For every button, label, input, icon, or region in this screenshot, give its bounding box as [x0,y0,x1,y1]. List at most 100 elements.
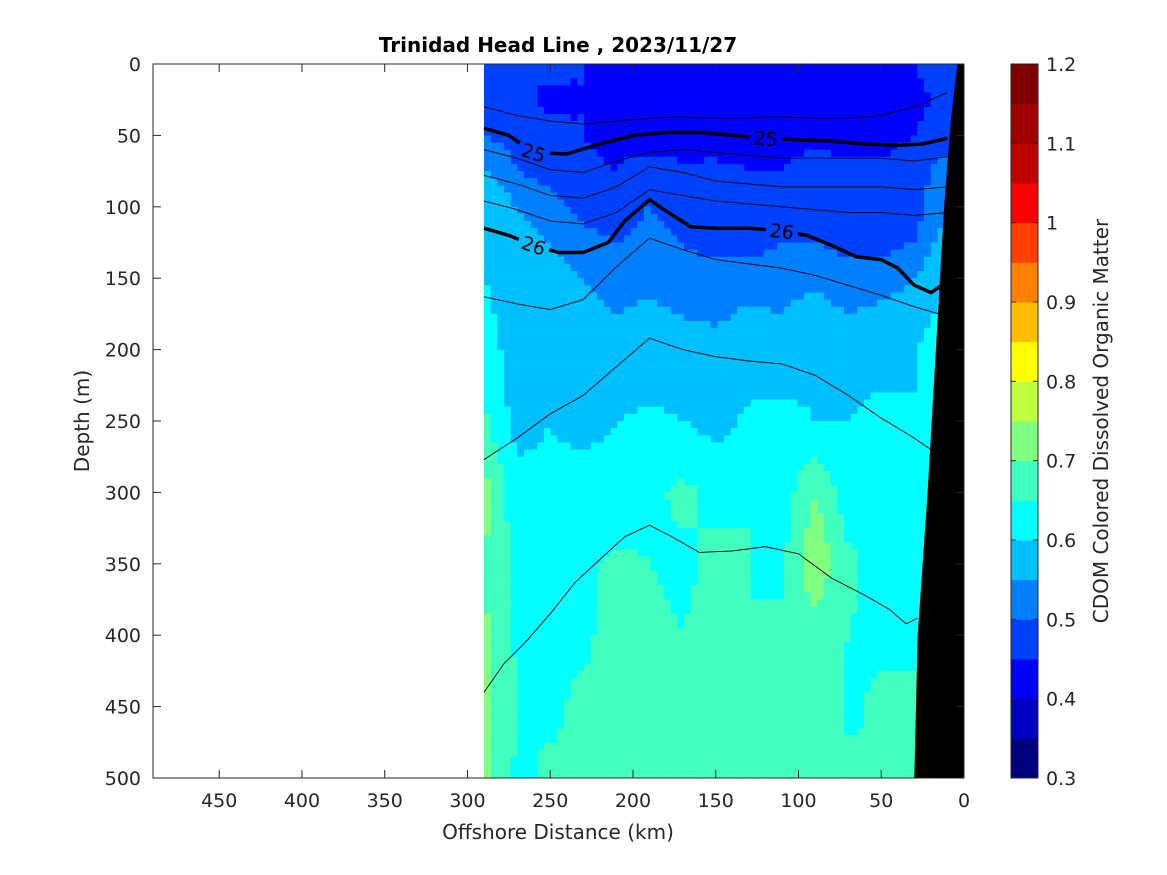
field-cell [764,271,772,279]
field-cell [690,199,698,208]
field-cell [617,385,625,394]
field-cell [804,128,812,136]
field-cell [630,363,638,372]
field-cell [544,421,552,429]
field-cell [757,256,765,265]
field-cell [690,542,698,551]
field-cell [564,435,572,444]
field-cell [864,106,872,115]
field-cell [730,192,738,201]
field-cell [624,206,632,215]
field-cell [670,378,678,386]
field-cell [864,385,872,394]
field-cell [810,106,818,115]
field-cell [664,299,672,308]
field-cell [530,456,538,465]
field-cell [670,313,678,322]
field-cell [724,356,732,365]
field-cell [917,142,925,151]
field-cell [824,421,832,429]
field-cell [904,499,912,508]
field-cell [664,71,672,79]
field-cell [730,528,738,536]
field-cell [930,235,938,244]
field-cell [690,463,698,472]
field-cell [764,171,772,179]
field-cell [610,363,618,372]
field-cell [637,171,645,179]
field-cell [604,256,612,265]
field-cell [924,371,932,379]
field-cell [644,406,652,415]
field-cell [790,356,798,365]
field-cell [670,499,678,508]
field-cell [530,542,538,551]
field-cell [844,263,852,272]
field-cell [817,263,825,272]
field-cell [664,156,672,165]
field-cell [730,321,738,329]
field-cell [837,292,845,301]
field-cell [664,520,672,529]
field-cell [650,171,658,179]
field-cell [664,99,672,108]
field-cell [677,349,685,358]
field-cell [797,328,805,336]
field-cell [504,392,512,401]
field-cell [790,285,798,294]
field-cell [784,378,792,386]
field-cell [697,121,705,129]
field-cell [757,456,765,465]
field-cell [770,128,778,136]
field-cell [844,435,852,444]
field-cell [577,192,585,201]
field-cell [884,520,892,529]
field-cell [490,192,498,201]
field-cell [550,520,558,529]
field-cell [764,349,772,358]
field-cell [610,335,618,344]
field-cell [850,106,858,115]
field-cell [590,399,598,408]
field-cell [490,156,498,165]
field-cell [497,71,505,79]
field-cell [624,506,632,515]
field-cell [910,128,918,136]
field-cell [810,378,818,386]
field-cell [517,213,525,222]
field-cell [637,249,645,258]
field-cell [590,99,598,108]
field-cell [664,271,672,279]
field-cell [730,156,738,165]
field-cell [917,292,925,301]
field-cell [677,392,685,401]
field-cell [924,392,932,401]
field-cell [604,463,612,472]
field-cell [910,449,918,458]
field-cell [897,421,905,429]
field-cell [604,64,612,72]
field-cell [784,513,792,522]
field-cell [764,492,772,501]
field-cell [564,99,572,108]
field-cell [590,499,598,508]
field-cell [610,71,618,79]
field-cell [910,263,918,272]
field-cell [737,213,745,222]
field-cell [637,106,645,115]
field-cell [577,442,585,451]
field-cell [797,306,805,315]
field-cell [710,285,718,294]
field-cell [717,228,725,236]
field-cell [490,71,498,79]
field-cell [810,528,818,536]
field-cell [604,342,612,351]
field-cell [644,542,652,551]
field-cell [824,428,832,436]
field-cell [777,513,785,522]
field-cell [717,428,725,436]
field-cell [710,321,718,329]
field-cell [710,178,718,186]
field-cell [590,221,598,229]
field-cell [844,71,852,79]
